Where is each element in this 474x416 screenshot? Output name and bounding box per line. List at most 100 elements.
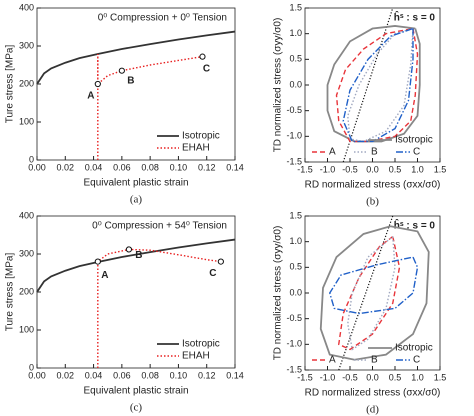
x-tick-label: 0.00 (28, 370, 46, 380)
x-tick-label: -1.5 (297, 164, 313, 174)
panel-title: 0⁰ Compression + 0⁰ Tension (98, 13, 227, 24)
point-marker (217, 258, 224, 265)
x-axis-label: Equivalent plastic strain (83, 386, 188, 397)
caption: (c) (130, 402, 143, 414)
point-marker (94, 80, 101, 88)
y-tick-label: 1.5 (289, 210, 302, 220)
series-line (335, 27, 419, 143)
series-line (342, 27, 414, 143)
x-tick-label: 1.0 (411, 164, 424, 174)
x-tick-label: 0.08 (141, 370, 159, 380)
x-tick-label: 0.10 (170, 162, 188, 172)
y-tick-label: 0.5 (289, 262, 302, 272)
y-tick-label: -1.5 (286, 364, 302, 374)
point-label: B (127, 75, 134, 86)
reference-line (338, 215, 394, 371)
point-label: B (135, 250, 142, 261)
x-tick-label: 0.5 (389, 372, 402, 382)
y-tick-label: 1.5 (289, 2, 302, 12)
x-tick-label: 0.04 (85, 370, 103, 380)
reference-label: ĥˢ : s = 0 (394, 218, 436, 232)
panel-title: 0⁰ Compression + 54⁰ Tension (92, 221, 227, 232)
x-tick-label: 0.06 (113, 370, 131, 380)
caption: (b) (366, 196, 379, 208)
legend-label: B (371, 355, 378, 366)
y-tick-label: -1.0 (286, 339, 302, 349)
x-tick-label: -0.5 (342, 372, 358, 382)
y-tick-label: 0.0 (289, 287, 302, 297)
y-tick-label: -1.0 (286, 131, 302, 141)
x-tick-label: 1.5 (434, 372, 447, 382)
x-tick-label: -1.5 (297, 372, 313, 382)
x-axis-label: RD normalized stress (σxx/σ0) (305, 388, 441, 399)
x-tick-label: 0.12 (198, 370, 216, 380)
y-tick-label: 1.0 (289, 28, 302, 38)
x-tick-label: 0.0 (366, 164, 379, 174)
legend-label: A (329, 355, 336, 366)
y-tick-label: 400 (19, 2, 34, 12)
series-line (326, 25, 421, 143)
point-label: C (209, 268, 216, 279)
point-marker (118, 67, 125, 74)
x-tick-label: 0.02 (57, 162, 75, 172)
x-tick-label: -1.0 (320, 164, 336, 174)
legend-label: B (371, 147, 378, 158)
x-tick-label: 0.5 (389, 164, 402, 174)
y-tick-label: 200 (19, 286, 34, 296)
y-axis-label: TD normalized stress (σyy/σ0) (273, 226, 284, 361)
legend-label: EHAH (182, 143, 210, 154)
y-tick-label: -0.5 (286, 105, 302, 115)
x-tick-label: 1.5 (434, 164, 447, 174)
series-line (347, 235, 396, 351)
point-label: A (101, 270, 108, 281)
y-tick-label: 0.5 (289, 54, 302, 64)
x-tick-label: 0.14 (226, 370, 244, 380)
x-tick-label: 0.04 (85, 162, 103, 172)
x-axis-label: Equivalent plastic strain (83, 178, 188, 189)
y-tick-label: 0 (29, 362, 34, 372)
y-axis-label: TD normalized stress (σyy/σ0) (273, 18, 284, 153)
x-tick-label: 1.0 (411, 372, 424, 382)
x-tick-label: 0.08 (141, 162, 159, 172)
y-tick-label: -1.5 (286, 156, 302, 166)
y-tick-label: 100 (19, 116, 34, 126)
reference-label: ĥˢ : s = 0 (394, 10, 436, 24)
y-tick-label: 0.0 (289, 79, 302, 89)
legend-label: Isotropic (395, 343, 433, 354)
y-tick-label: 100 (19, 324, 34, 334)
series-line (97, 248, 221, 368)
caption: (d) (366, 404, 379, 416)
point-marker (94, 258, 101, 265)
legend-label: C (413, 147, 420, 158)
x-tick-label: 0.02 (57, 370, 75, 380)
x-tick-label: 0.10 (170, 370, 188, 380)
x-tick-label: 0.12 (198, 162, 216, 172)
x-tick-label: 0.06 (113, 162, 131, 172)
caption: (a) (130, 194, 143, 206)
legend-label: EHAH (182, 351, 210, 362)
y-tick-label: 400 (19, 210, 34, 220)
x-tick-label: 0.00 (28, 162, 46, 172)
legend-label: Isotropic (182, 131, 220, 142)
x-tick-label: 0.0 (366, 372, 379, 382)
series-line (328, 256, 419, 315)
y-tick-label: 300 (19, 248, 34, 258)
series-line (347, 27, 414, 143)
series-line (36, 238, 236, 293)
point-marker (199, 53, 206, 60)
y-tick-label: 300 (19, 40, 34, 50)
legend-label: C (413, 355, 420, 366)
point-label: A (87, 91, 94, 102)
point-marker (125, 246, 133, 253)
x-tick-label: 0.14 (226, 162, 244, 172)
legend-label: Isotropic (395, 135, 433, 146)
x-tick-label: -0.5 (342, 164, 358, 174)
series-line (337, 235, 401, 351)
point-label: C (203, 63, 210, 74)
x-tick-label: -1.0 (320, 372, 336, 382)
y-tick-label: 0 (29, 154, 34, 164)
x-axis-label: RD normalized stress (σxx/σ0) (305, 180, 441, 191)
legend-label: A (329, 147, 336, 158)
y-tick-label: 1.0 (289, 236, 302, 246)
